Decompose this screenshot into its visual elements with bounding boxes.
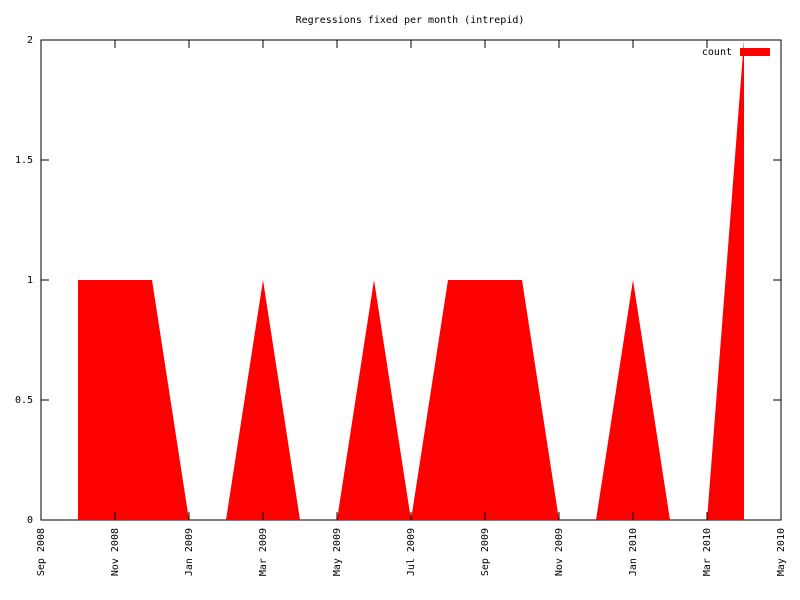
chart-title: Regressions fixed per month (intrepid)	[296, 15, 525, 26]
area	[78, 40, 744, 520]
x-tick-label: May 2010	[776, 528, 787, 576]
x-tick-label: Sep 2008	[36, 528, 47, 576]
legend-label: count	[702, 47, 732, 58]
x-tick-label: May 2009	[332, 528, 343, 576]
x-tick-label: Mar 2010	[702, 528, 713, 576]
y-tick-label: 1	[27, 275, 33, 286]
x-tick-label: Nov 2008	[110, 528, 121, 576]
x-tick-label: Jan 2010	[628, 528, 639, 576]
x-tick-label: Nov 2009	[554, 528, 565, 576]
y-tick-label: 0	[27, 515, 33, 526]
y-tick-label: 0.5	[15, 395, 33, 406]
legend-swatch	[740, 48, 770, 56]
y-tick-label: 2	[27, 35, 33, 46]
x-tick-label: Mar 2009	[258, 528, 269, 576]
x-tick-label: Jul 2009	[406, 528, 417, 576]
x-tick-label: Jan 2009	[184, 528, 195, 576]
x-tick-label: Sep 2009	[480, 528, 491, 576]
y-tick-label: 1.5	[15, 155, 33, 166]
